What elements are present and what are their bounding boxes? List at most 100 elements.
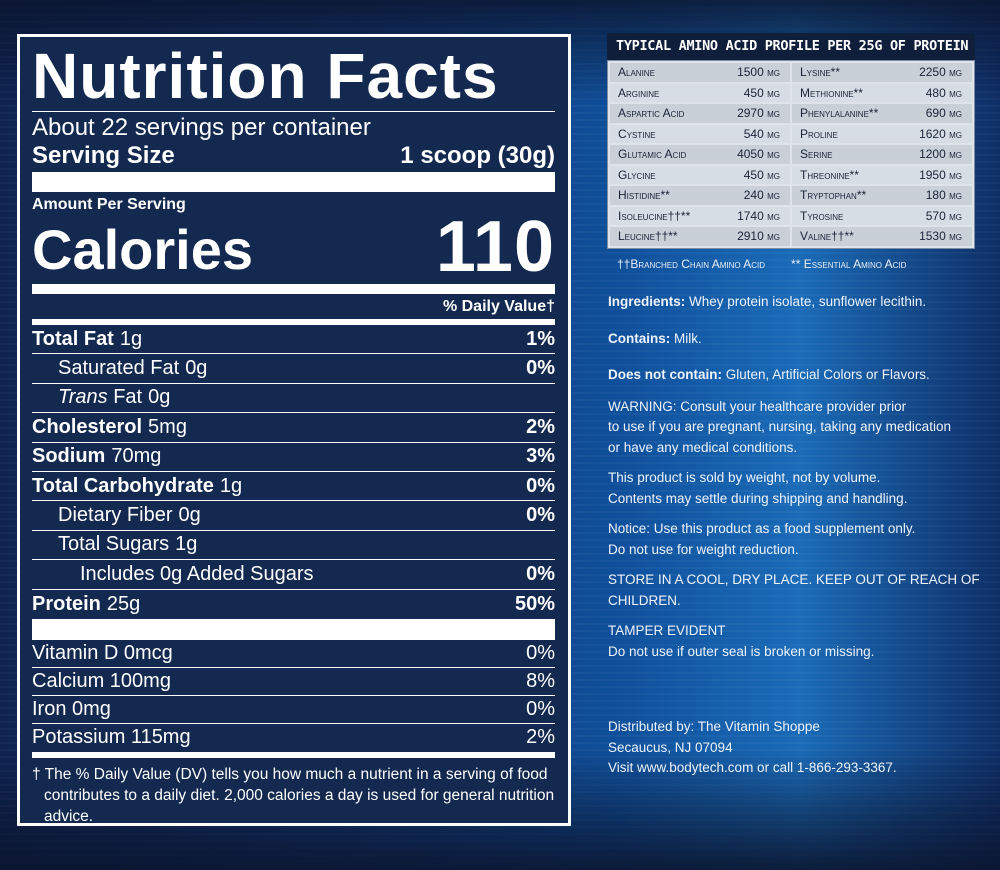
distributor-line: Secaucus, NJ 07094: [608, 739, 733, 755]
contains-text: Milk.: [670, 330, 702, 346]
amino-value: 1740 mg: [737, 208, 780, 223]
nutrient-row-total-sugars: Total Sugars 1g: [32, 531, 555, 561]
amino-cell: Aspartic Acid 2970 mg: [610, 104, 790, 123]
nutrient-dv: 0%: [526, 504, 555, 527]
vitamin-table: Vitamin D 0mcg 0% Calcium 100mg 8% Iron …: [32, 640, 555, 758]
tamper-line: Do not use if outer seal is broken or mi…: [608, 643, 875, 659]
amino-cell: Methionine** 480 mg: [792, 83, 972, 102]
amino-row: Aspartic Acid 2970 mg Phenylalanine** 690 …: [609, 103, 973, 124]
nutrient-name: Cholesterol: [32, 415, 143, 438]
amino-row: Isoleucine††** 1740 mg Tyrosine 570 mg: [609, 206, 973, 227]
does-not-contain-label: Does not contain:: [608, 367, 722, 382]
nutrient-row-saturated-fat: Saturated Fat 0g 0%: [32, 354, 555, 384]
amino-value: 690 mg: [925, 106, 962, 121]
amino-name: Isoleucine††**: [618, 208, 691, 223]
daily-value-header: % Daily Value†: [442, 298, 555, 315]
warning-line: or have any medical conditions.: [608, 439, 798, 455]
amino-name: Threonine**: [800, 167, 859, 182]
amino-name: Glutamic Acid: [618, 147, 687, 162]
nutrient-name: Protein: [32, 592, 101, 615]
notice-line: Do not use for weight reduction.: [608, 541, 799, 557]
thick-divider: [32, 172, 555, 192]
amino-row: Glycine 450 mg Threonine** 1950 mg: [609, 165, 973, 186]
nutrient-name: Fat: [113, 386, 143, 409]
vitamin-dv: 0%: [526, 697, 555, 720]
medium-divider: [32, 284, 555, 294]
nutrient-row-cholesterol: Cholesterol 5mg 2%: [32, 413, 555, 443]
amino-acid-table: Alanine 1500 mg Lysine** 2250 mg Arginine 4…: [607, 60, 975, 249]
nutrient-row-trans-fat: Trans Fat 0g: [32, 384, 555, 414]
amino-value: 540 mg: [743, 126, 780, 141]
servings-per-container: About 22 servings per container: [32, 114, 555, 142]
nutrient-row-total-fat: Total Fat 1g 1%: [32, 325, 555, 355]
amino-row: Glutamic Acid 4050 mg Serine 1200 mg: [609, 144, 973, 165]
nutrient-amount: 1g: [175, 533, 198, 556]
nutrient-dv: 1%: [526, 327, 555, 350]
nutrient-table: Total Fat 1g 1% Saturated Fat 0g 0% Trans …: [32, 319, 555, 619]
product-info: Ingredients: Whey protein isolate, sunfl…: [608, 292, 988, 779]
vitamin-dv: 2%: [526, 726, 555, 749]
amino-value: 240 mg: [743, 188, 780, 203]
amino-name: Serine: [800, 147, 833, 162]
amino-name: Lysine**: [800, 65, 841, 80]
nutrient-dv: 2%: [526, 415, 555, 438]
nutrient-row-protein: Protein 25g 50%: [32, 590, 555, 619]
amino-cell: Glycine 450 mg: [610, 165, 790, 184]
amino-value: 450 mg: [743, 167, 780, 182]
amino-name: Tyrosine: [800, 208, 844, 223]
vitamin-name: Calcium 100mg: [32, 669, 171, 692]
vitamin-name: Potassium 115mg: [32, 726, 191, 749]
amino-cell: Lysine** 2250 mg: [792, 63, 972, 82]
nutrition-facts-panel: Nutrition Facts About 22 servings per co…: [17, 34, 571, 826]
amino-name: Cystine: [618, 126, 656, 141]
amino-name: Histidine**: [618, 188, 670, 203]
legend-essential: ** Essential Amino Acid: [791, 256, 907, 271]
nutrient-row-total-carbohydrate: Total Carbohydrate 1g 0%: [32, 472, 555, 502]
nutrition-facts-title: Nutrition Facts: [32, 40, 499, 112]
amino-value: 1620 mg: [919, 126, 962, 141]
amino-cell: Glutamic Acid 4050 mg: [610, 145, 790, 164]
servings-text: About 22 servings per container: [32, 114, 371, 141]
amino-cell: Histidine** 240 mg: [610, 186, 790, 205]
amino-cell: Valine††** 1530 mg: [792, 227, 972, 246]
nutrient-amount: 25g: [106, 592, 141, 615]
amino-cell: Tryptophan** 180 mg: [792, 186, 972, 205]
amino-value: 1950 mg: [919, 167, 962, 182]
does-not-contain-line: Does not contain: Gluten, Artificial Col…: [608, 365, 988, 386]
amino-name: Proline: [800, 126, 838, 141]
amino-cell: Alanine 1500 mg: [610, 63, 790, 82]
nutrient-name: Includes 0g Added Sugars: [80, 562, 314, 585]
contains-label: Contains:: [608, 330, 671, 346]
amount-per-serving: Amount Per Serving: [32, 196, 186, 213]
amino-cell: Cystine 540 mg: [610, 124, 790, 143]
nutrient-name: Saturated Fat: [58, 357, 180, 380]
nutrient-amount: 1g: [219, 474, 243, 497]
vitamin-dv: 0%: [526, 641, 555, 664]
ingredients-text: Whey protein isolate, sunflower lecithin…: [685, 294, 927, 309]
nutrient-row-added-sugars: Includes 0g Added Sugars 0%: [32, 560, 555, 590]
amino-value: 2910 mg: [737, 229, 780, 244]
vitamin-dv: 8%: [526, 669, 555, 692]
amino-name: Tryptophan**: [800, 188, 867, 203]
nutrient-row-sodium: Sodium 70mg 3%: [32, 443, 555, 472]
nutrient-name: Total Sugars: [58, 533, 170, 556]
daily-value-footnote: † The % Daily Value (DV) tells you how m…: [32, 765, 555, 825]
amino-value: 2250 mg: [919, 65, 962, 80]
nutrient-name-italic: Trans: [58, 386, 108, 409]
amino-name: Alanine: [618, 65, 655, 80]
distributor-line: Distributed by: The Vitamin Shoppe: [608, 719, 820, 734]
amino-cell: Tyrosine 570 mg: [792, 206, 972, 225]
amino-value: 4050 mg: [737, 147, 780, 162]
ingredients-line: Ingredients: Whey protein isolate, sunfl…: [608, 292, 988, 313]
amino-value: 1530 mg: [919, 229, 962, 244]
amino-name: Arginine: [618, 85, 660, 100]
amino-name: Leucine††**: [618, 229, 678, 244]
nutrient-amount: 0g: [185, 357, 208, 380]
ingredients-label: Ingredients:: [608, 294, 686, 309]
amino-row: Arginine 450 mg Methionine** 480 mg: [609, 83, 973, 104]
amino-row: Histidine** 240 mg Tryptophan** 180 mg: [609, 185, 973, 206]
nutrient-amount: 1g: [119, 327, 143, 350]
nutrient-name: Total Fat: [32, 327, 114, 350]
amino-value: 1200 mg: [919, 147, 962, 162]
amino-legend: ††Branched Chain Amino Acid ** Essential…: [607, 249, 975, 271]
